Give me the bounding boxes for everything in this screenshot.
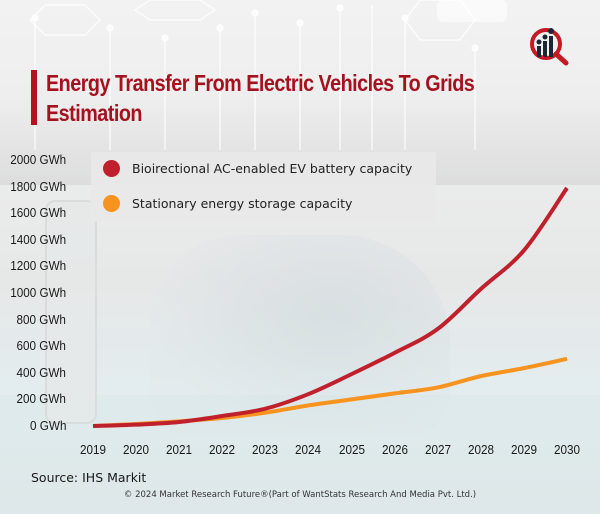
x-tick-label: 2019 [79,442,107,457]
x-tick-label: 2026 [381,442,408,457]
title-line-1: Energy Transfer From Electric Vehicles T… [46,70,475,96]
car-background [150,235,450,435]
legend-item-ev: Bioirectional AC-enabled EV battery capa… [103,160,412,177]
y-tick-label: 800 GWh [16,311,66,327]
series-line-ev-battery [92,186,569,428]
x-tick-label: 2023 [252,442,279,457]
x-tick-label: 2021 [166,442,193,457]
y-tick-label: 1000 GWh [10,285,66,300]
x-tick-label: 2028 [467,442,494,457]
y-tick-label: 200 GWh [16,391,66,407]
title-accent-bar [31,70,37,125]
legend-label-ev: Bioirectional AC-enabled EV battery capa… [132,161,413,176]
y-tick-label: 600 GWh [16,338,66,354]
charger-station-background [45,200,97,424]
chart-title: Energy Transfer From Electric Vehicles T… [46,68,562,128]
x-tick-label: 2024 [295,442,322,457]
x-tick-label: 2030 [553,442,581,457]
legend-marker-stationary [103,195,120,212]
legend-marker-ev [103,160,120,177]
copyright-note: © 2024 Market Research Future®(Part of W… [123,490,477,500]
y-tick-label: 1400 GWh [10,231,66,247]
x-tick-label: 2027 [424,442,451,457]
x-tick-label: 2029 [510,442,537,457]
series-line-stationary-storage [92,356,568,428]
title-line-2: Estimation [46,100,142,126]
legend-label-stationary: Stationary energy storage capacity [132,196,353,211]
magnifier-bar-chart-icon [530,28,569,66]
legend-item-stationary: Stationary energy storage capacity [103,195,352,212]
y-tick-label: 0 GWh [29,418,66,433]
y-tick-label: 1800 GWh [10,178,66,194]
y-tick-label: 2000 GWh [10,152,66,167]
x-tick-label: 2025 [338,442,365,457]
y-tick-label: 1200 GWh [10,258,66,274]
x-tick-label: 2022 [209,442,236,457]
y-tick-label: 400 GWh [16,364,66,380]
source-note: Source: IHS Markit [31,470,147,485]
legend: Bioirectional AC-enabled EV battery capa… [91,152,436,222]
x-tick-label: 2020 [123,442,150,457]
y-tick-label: 1600 GWh [10,205,66,221]
